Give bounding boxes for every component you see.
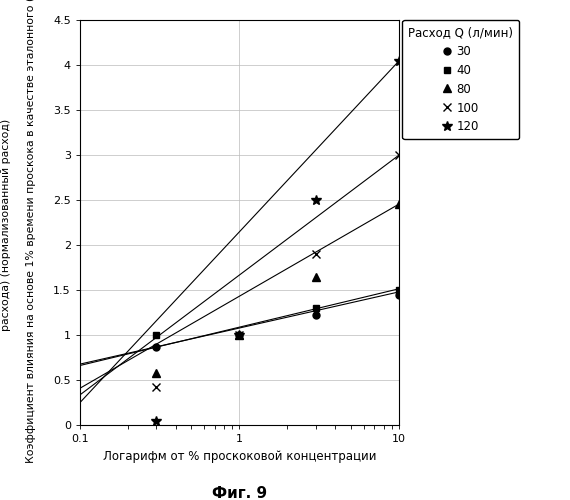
Text: Фиг. 9: Фиг. 9 xyxy=(212,486,267,500)
120 xyxy=(153,418,160,424)
40 xyxy=(236,332,243,338)
Line: 100: 100 xyxy=(152,151,403,392)
Line: 30: 30 xyxy=(153,291,402,350)
Line: 40: 40 xyxy=(153,286,402,339)
40 xyxy=(396,287,402,293)
120 xyxy=(396,58,402,64)
40 xyxy=(312,305,319,311)
80 xyxy=(236,332,243,338)
30 xyxy=(396,292,402,298)
30 xyxy=(153,344,160,349)
100 xyxy=(396,152,402,158)
120 xyxy=(236,332,243,338)
100 xyxy=(153,384,160,390)
80 xyxy=(312,274,319,280)
Text: расхода) (нормализованный расход): расхода) (нормализованный расход) xyxy=(1,119,11,331)
30 xyxy=(236,332,243,338)
120 xyxy=(312,197,319,203)
80 xyxy=(153,370,160,376)
Text: Коэффициент влияния на основе 1% времени проскока в качестве эталонного (%: Коэффициент влияния на основе 1% времени… xyxy=(26,0,36,463)
X-axis label: Логарифм от % проскоковой концентрации: Логарифм от % проскоковой концентрации xyxy=(103,450,376,462)
30 xyxy=(312,312,319,318)
Line: 80: 80 xyxy=(152,200,403,377)
100 xyxy=(312,251,319,257)
100 xyxy=(236,332,243,338)
40 xyxy=(153,332,160,338)
Legend: 30, 40, 80, 100, 120: 30, 40, 80, 100, 120 xyxy=(402,20,519,140)
Line: 120: 120 xyxy=(151,56,404,426)
80 xyxy=(396,202,402,207)
